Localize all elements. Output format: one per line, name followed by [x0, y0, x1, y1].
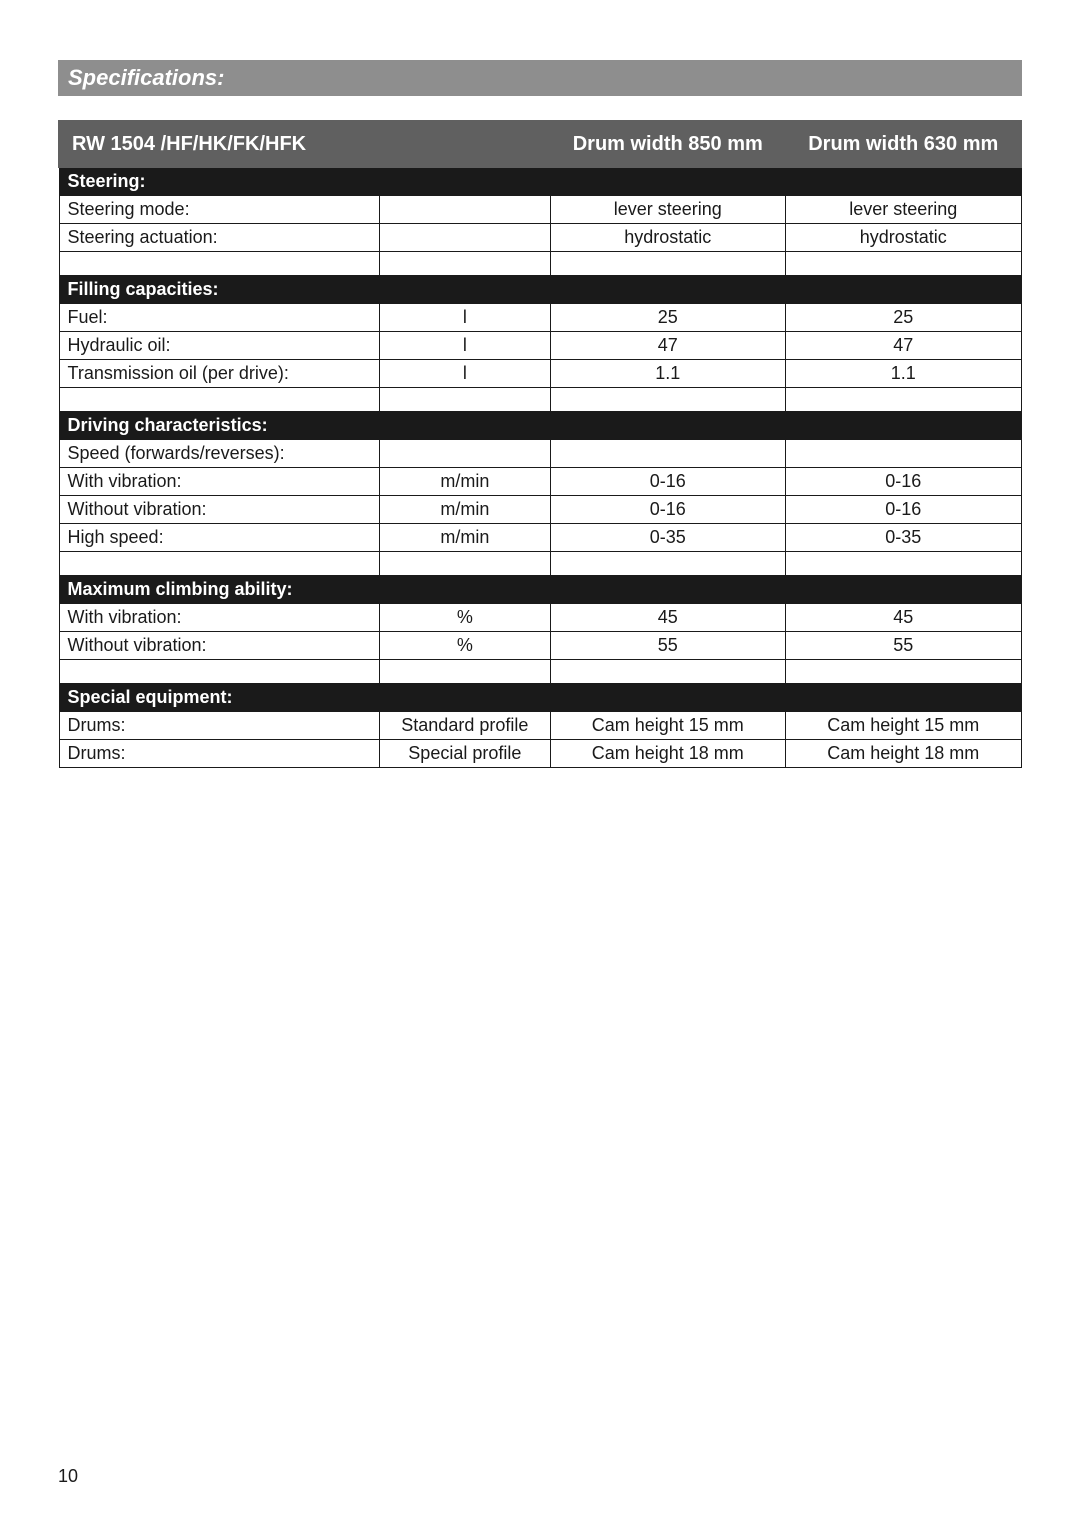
- row-value-a: [550, 440, 785, 468]
- row-unit: l: [380, 332, 550, 360]
- group-title: Steering:: [59, 167, 1021, 196]
- spacer-row: [59, 660, 1021, 684]
- row-value-a: 0-16: [550, 496, 785, 524]
- group-header-row: Maximum climbing ability:: [59, 576, 1021, 604]
- row-unit: %: [380, 604, 550, 632]
- table-row: With vibration:%4545: [59, 604, 1021, 632]
- spec-table: RW 1504 /HF/HK/FK/HFKDrum width 850 mmDr…: [58, 120, 1022, 768]
- row-label: Speed (forwards/reverses):: [59, 440, 380, 468]
- row-label: Hydraulic oil:: [59, 332, 380, 360]
- spacer-row: [59, 252, 1021, 276]
- table-row: Drums:Special profileCam height 18 mmCam…: [59, 740, 1021, 768]
- row-label: Without vibration:: [59, 496, 380, 524]
- row-value-a: 45: [550, 604, 785, 632]
- row-label: High speed:: [59, 524, 380, 552]
- row-unit: l: [380, 360, 550, 388]
- row-value-b: 55: [785, 632, 1021, 660]
- row-value-a: Cam height 15 mm: [550, 712, 785, 740]
- row-value-a: 55: [550, 632, 785, 660]
- row-label: With vibration:: [59, 604, 380, 632]
- table-row: Steering mode: lever steeringlever steeri…: [59, 196, 1021, 224]
- row-label: Drums:: [59, 712, 380, 740]
- row-unit: Standard profile: [380, 712, 550, 740]
- header-col-a: Drum width 850 mm: [550, 121, 785, 167]
- row-unit: [380, 440, 550, 468]
- row-unit: l: [380, 304, 550, 332]
- header-unit: [380, 121, 550, 167]
- row-value-a: 1.1: [550, 360, 785, 388]
- row-value-a: 25: [550, 304, 785, 332]
- row-label: Without vibration:: [59, 632, 380, 660]
- row-label: Transmission oil (per drive):: [59, 360, 380, 388]
- row-unit: m/min: [380, 524, 550, 552]
- row-unit: [380, 196, 550, 224]
- table-row: Drums:Standard profileCam height 15 mmCa…: [59, 712, 1021, 740]
- row-value-b: 45: [785, 604, 1021, 632]
- table-row: Speed (forwards/reverses):: [59, 440, 1021, 468]
- page: Specifications: RW 1504 /HF/HK/FK/HFK Dru…: [0, 0, 1080, 1527]
- group-title: Driving characteristics:: [59, 412, 1021, 440]
- row-value-a: Cam height 18 mm: [550, 740, 785, 768]
- row-label: Drums:: [59, 740, 380, 768]
- row-label: Steering mode:: [59, 196, 380, 224]
- table-row: Without vibration:%5555: [59, 632, 1021, 660]
- group-title: Special equipment:: [59, 684, 1021, 712]
- table-row: High speed:m/min0-350-35: [59, 524, 1021, 552]
- row-value-b: lever steering: [785, 196, 1021, 224]
- group-header-row: Steering:: [59, 167, 1021, 196]
- row-unit: Special profile: [380, 740, 550, 768]
- row-unit: [380, 224, 550, 252]
- header-col-b: Drum width 630 mm: [785, 121, 1021, 167]
- row-value-b: 0-16: [785, 496, 1021, 524]
- page-number: 10: [58, 1466, 78, 1487]
- row-value-b: 25: [785, 304, 1021, 332]
- row-label: Fuel:: [59, 304, 380, 332]
- spacer-row: [59, 388, 1021, 412]
- row-value-a: 0-16: [550, 468, 785, 496]
- row-value-a: lever steering: [550, 196, 785, 224]
- row-value-b: Cam height 15 mm: [785, 712, 1021, 740]
- table-row: Steering actuation: hydrostatichydrostati…: [59, 224, 1021, 252]
- row-value-b: 1.1: [785, 360, 1021, 388]
- row-value-b: Cam height 18 mm: [785, 740, 1021, 768]
- table-row: Without vibration:m/min0-160-16: [59, 496, 1021, 524]
- row-value-a: 47: [550, 332, 785, 360]
- row-value-b: 47: [785, 332, 1021, 360]
- group-title: Filling capacities:: [59, 276, 1021, 304]
- row-value-b: 0-16: [785, 468, 1021, 496]
- row-unit: %: [380, 632, 550, 660]
- row-unit: m/min: [380, 468, 550, 496]
- table-row: With vibration:m/min0-160-16: [59, 468, 1021, 496]
- group-header-row: Special equipment:: [59, 684, 1021, 712]
- row-value-b: 0-35: [785, 524, 1021, 552]
- group-title: Maximum climbing ability:: [59, 576, 1021, 604]
- spacer-row: [59, 552, 1021, 576]
- section-title-bar: Specifications:: [58, 60, 1022, 96]
- row-value-a: hydrostatic: [550, 224, 785, 252]
- row-value-b: [785, 440, 1021, 468]
- table-header-row: RW 1504 /HF/HK/FK/HFK Drum width 850 mmDr…: [59, 121, 1021, 167]
- row-label: With vibration:: [59, 468, 380, 496]
- table-row: Transmission oil (per drive):l1.11.1: [59, 360, 1021, 388]
- header-model: RW 1504 /HF/HK/FK/HFK: [59, 121, 380, 167]
- row-unit: m/min: [380, 496, 550, 524]
- table-row: Fuel:l2525: [59, 304, 1021, 332]
- table-row: Hydraulic oil:l4747: [59, 332, 1021, 360]
- row-value-a: 0-35: [550, 524, 785, 552]
- group-header-row: Driving characteristics:: [59, 412, 1021, 440]
- group-header-row: Filling capacities:: [59, 276, 1021, 304]
- row-label: Steering actuation:: [59, 224, 380, 252]
- row-value-b: hydrostatic: [785, 224, 1021, 252]
